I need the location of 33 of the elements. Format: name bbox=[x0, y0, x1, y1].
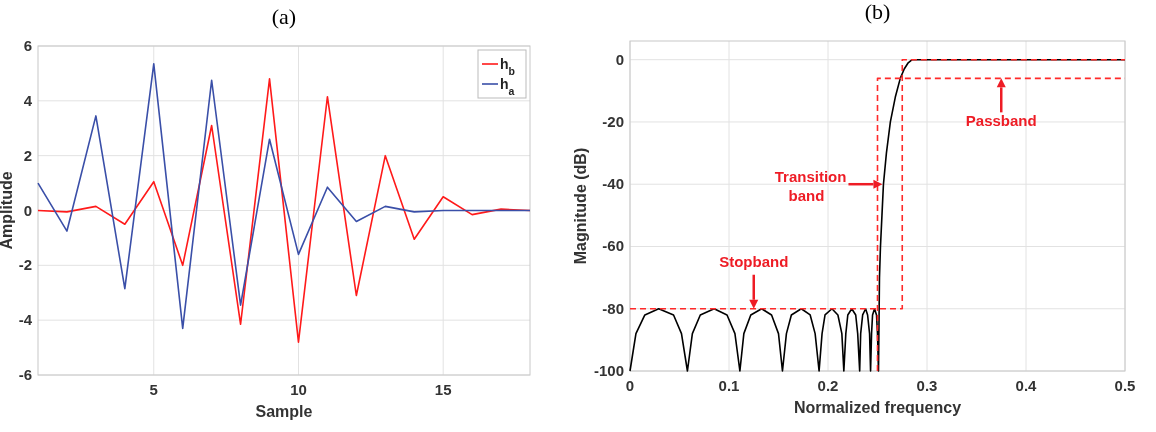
y-tick-label: -40 bbox=[602, 175, 624, 193]
y-tick-label: 0 bbox=[615, 50, 624, 68]
y-tick-label: 0 bbox=[23, 201, 32, 219]
y-axis-title: Amplitude bbox=[0, 171, 15, 250]
y-tick-label: -2 bbox=[18, 256, 32, 274]
y-axis-title: Magnitude (dB) bbox=[572, 147, 589, 265]
x-tick-label: 10 bbox=[290, 381, 307, 398]
y-tick-label: 2 bbox=[23, 146, 32, 164]
x-tick-label: 0.5 bbox=[1114, 377, 1136, 394]
x-tick-label: 15 bbox=[434, 381, 452, 398]
y-tick-label: -80 bbox=[602, 299, 624, 317]
y-tick-label: 6 bbox=[23, 37, 32, 54]
x-tick-label: 5 bbox=[149, 381, 158, 398]
y-tick-label: -100 bbox=[593, 362, 624, 379]
x-tick-label: 0 bbox=[625, 377, 635, 394]
y-tick-label: -60 bbox=[602, 237, 624, 255]
y-tick-label: -4 bbox=[18, 311, 33, 329]
annotation: Stopband bbox=[719, 252, 789, 270]
legend-label: h$_{b}$ bbox=[500, 56, 515, 77]
x-tick-label: 0.2 bbox=[817, 377, 839, 394]
legend-label: h$_{a}$ bbox=[500, 76, 515, 97]
x-axis-title: Normalized frequency bbox=[793, 399, 962, 416]
x-tick-label: 0.1 bbox=[718, 377, 740, 394]
y-tick-label: -20 bbox=[602, 112, 624, 130]
y-tick-label: -6 bbox=[18, 366, 32, 383]
y-tick-label: 4 bbox=[23, 91, 33, 109]
annotation: Transition band bbox=[774, 168, 847, 205]
chart-title: (a) bbox=[271, 4, 297, 29]
chart-title: (b) bbox=[864, 0, 891, 24]
x-tick-label: 0.3 bbox=[916, 377, 938, 394]
x-axis-title: Sample bbox=[255, 403, 313, 420]
x-tick-label: 0.4 bbox=[1015, 377, 1038, 394]
annotation: Passband bbox=[965, 112, 1037, 130]
